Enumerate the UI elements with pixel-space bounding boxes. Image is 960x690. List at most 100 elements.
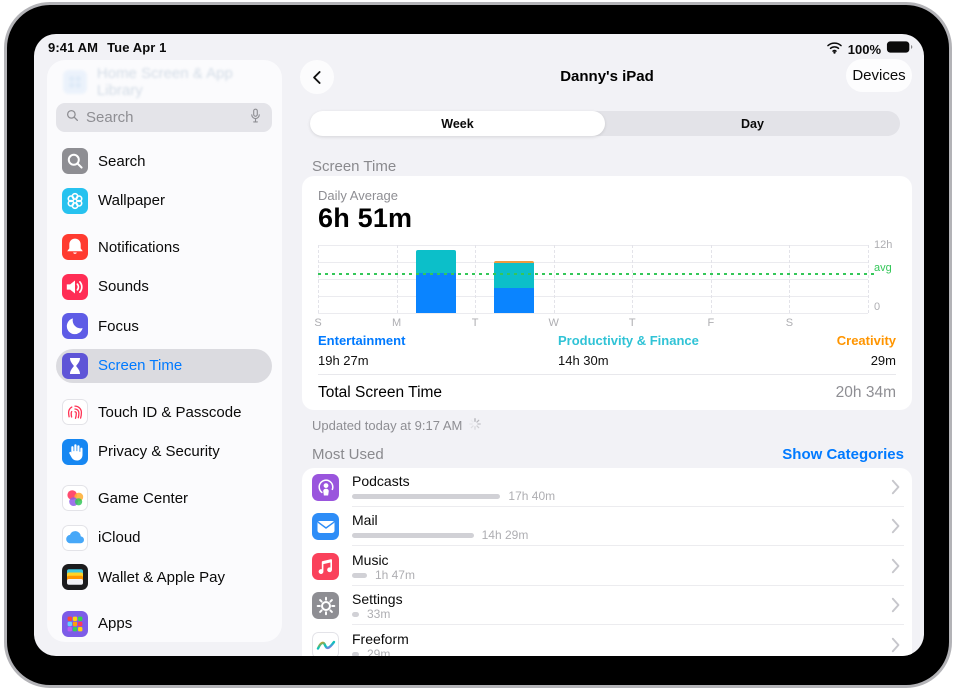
search-input[interactable]: Search	[56, 103, 272, 132]
chevron-left-icon	[312, 70, 321, 84]
status-time-date: 9:41 AM Tue Apr 1	[48, 40, 167, 55]
gear-icon	[312, 592, 339, 620]
gridline-h	[318, 296, 868, 297]
chevron-right-icon	[891, 597, 900, 618]
sidebar-item-screen-time[interactable]: Screen Time	[56, 348, 272, 383]
search-icon	[62, 148, 88, 174]
gridline-h	[318, 313, 868, 314]
sidebar-item-touch-id-passcode[interactable]: Touch ID & Passcode	[56, 395, 272, 429]
usage-time: 17h 40m	[508, 489, 556, 503]
most-used-row-podcasts[interactable]: Podcasts 17h 40m	[302, 468, 912, 507]
sidebar-item-wallpaper[interactable]: Wallpaper	[56, 184, 272, 218]
refresh-spinner-icon	[468, 417, 482, 434]
chevron-right-icon	[891, 518, 900, 539]
wifi-icon	[826, 41, 843, 59]
sidebar-item-wallet-apple-pay[interactable]: Wallet & Apple Pay	[56, 560, 272, 594]
gridline-v	[553, 245, 555, 313]
usage-time: 29m	[367, 646, 391, 656]
show-categories-link[interactable]: Show Categories	[782, 446, 904, 463]
sidebar-item-game-center[interactable]: Game Center	[56, 481, 272, 515]
sidebar-item-label: Wallet & Apple Pay	[98, 568, 226, 586]
cloud-icon	[62, 524, 88, 551]
usage-bar	[352, 494, 501, 499]
usage-time: 1h 47m	[374, 567, 415, 582]
usage-bar	[352, 612, 359, 618]
app-name: Mail	[352, 512, 378, 529]
battery-percent: 100%	[847, 42, 881, 57]
usage-bar	[352, 651, 359, 656]
status-bar: 9:41 AM Tue Apr 1 100%	[34, 34, 924, 60]
sidebar-item-label: Apps	[98, 615, 133, 632]
chevron-right-icon	[891, 479, 900, 500]
moon-icon	[62, 313, 88, 339]
search-icon	[65, 108, 80, 128]
bar-day-1[interactable]	[415, 250, 456, 313]
app-name: Podcasts	[352, 473, 410, 489]
sidebar-item-label: Search	[98, 152, 146, 170]
page-title: Danny's iPad	[560, 68, 654, 85]
divider	[318, 374, 896, 375]
row-separator	[352, 506, 904, 507]
usage-time: 33m	[367, 607, 391, 622]
devices-button[interactable]: Devices	[846, 59, 912, 92]
home-screen-icon	[63, 70, 87, 94]
bar-day-2[interactable]	[494, 260, 535, 313]
sidebar-item-sounds[interactable]: Sounds	[56, 270, 272, 304]
average-line	[318, 273, 874, 276]
tab-day[interactable]: Day	[741, 116, 764, 131]
updated-status: Updated today at 9:17 AM	[312, 417, 482, 434]
speaker-icon	[62, 273, 88, 300]
wallet-icon	[62, 564, 88, 590]
row-separator	[352, 584, 904, 586]
gridline-v	[710, 245, 712, 313]
usage-bar	[352, 533, 474, 539]
legend-productivity-finance: Productivity & Finance 14h 30m	[558, 333, 699, 368]
sidebar-item-icloud[interactable]: iCloud	[56, 521, 272, 555]
mail-icon	[312, 513, 339, 541]
most-used-row-freeform[interactable]: Freeform 29m	[302, 626, 912, 656]
hand-icon	[62, 438, 88, 465]
x-axis-label-day: S	[785, 317, 794, 329]
legend-name: Entertainment	[318, 333, 406, 348]
sidebar-item-label: iCloud	[98, 529, 141, 546]
bell-icon	[62, 234, 88, 260]
chevron-right-icon	[891, 637, 900, 656]
gamecenter-icon	[62, 485, 88, 511]
sidebar-item-label: Screen Time	[98, 357, 183, 374]
podcasts-icon	[312, 474, 339, 501]
y-axis-label: avg	[874, 262, 892, 275]
music-icon	[312, 552, 339, 580]
apps-grid-icon	[62, 610, 88, 637]
x-axis-label-day: W	[548, 317, 559, 329]
gridline-v	[789, 245, 791, 313]
bar-chart[interactable]	[318, 245, 874, 314]
microphone-icon[interactable]	[248, 107, 263, 129]
daily-average-value: 6h 51m	[318, 203, 413, 233]
tab-week[interactable]: Week	[310, 111, 605, 136]
sidebar-item-focus[interactable]: Focus	[56, 309, 272, 343]
legend-entertainment: Entertainment 19h 27m	[318, 333, 405, 368]
legend-name: Creativity	[836, 333, 896, 348]
most-used-row-mail[interactable]: Mail 14h 29m	[302, 507, 912, 547]
gridline-h	[318, 245, 868, 246]
x-axis-label-day: T	[628, 317, 636, 329]
date: Tue Apr 1	[107, 40, 167, 55]
clock: 9:41 AM	[48, 40, 99, 55]
sidebar-item-privacy-security[interactable]: Privacy & Security	[56, 435, 272, 469]
sidebar-item-search[interactable]: Search	[56, 144, 272, 178]
sidebar-item-label: Sounds	[98, 278, 149, 295]
most-used-row-settings[interactable]: Settings 33m	[302, 586, 912, 626]
screen: 9:41 AM Tue Apr 1 100% Home Screen & App …	[34, 34, 924, 656]
bar-segment-productivity-finance	[415, 250, 456, 274]
x-axis-label-day: M	[391, 317, 402, 329]
most-used-card: Podcasts 17h 40m Mail 14h 29m Music 1h 47m Set…	[302, 468, 912, 656]
most-used-row-music[interactable]: Music 1h 47m	[302, 547, 912, 586]
x-axis-label-day: S	[314, 317, 322, 329]
legend-value: 14h 30m	[558, 353, 609, 368]
bar-segment-entertainment	[494, 288, 535, 313]
total-screen-time-label: Total Screen Time	[318, 384, 443, 401]
sidebar-item-apps[interactable]: Apps	[56, 607, 272, 641]
sidebar-item-home-screen-faded[interactable]: Home Screen & App Library	[63, 65, 282, 99]
sidebar-item-notifications[interactable]: Notifications	[56, 230, 272, 264]
back-button[interactable]	[300, 60, 334, 94]
